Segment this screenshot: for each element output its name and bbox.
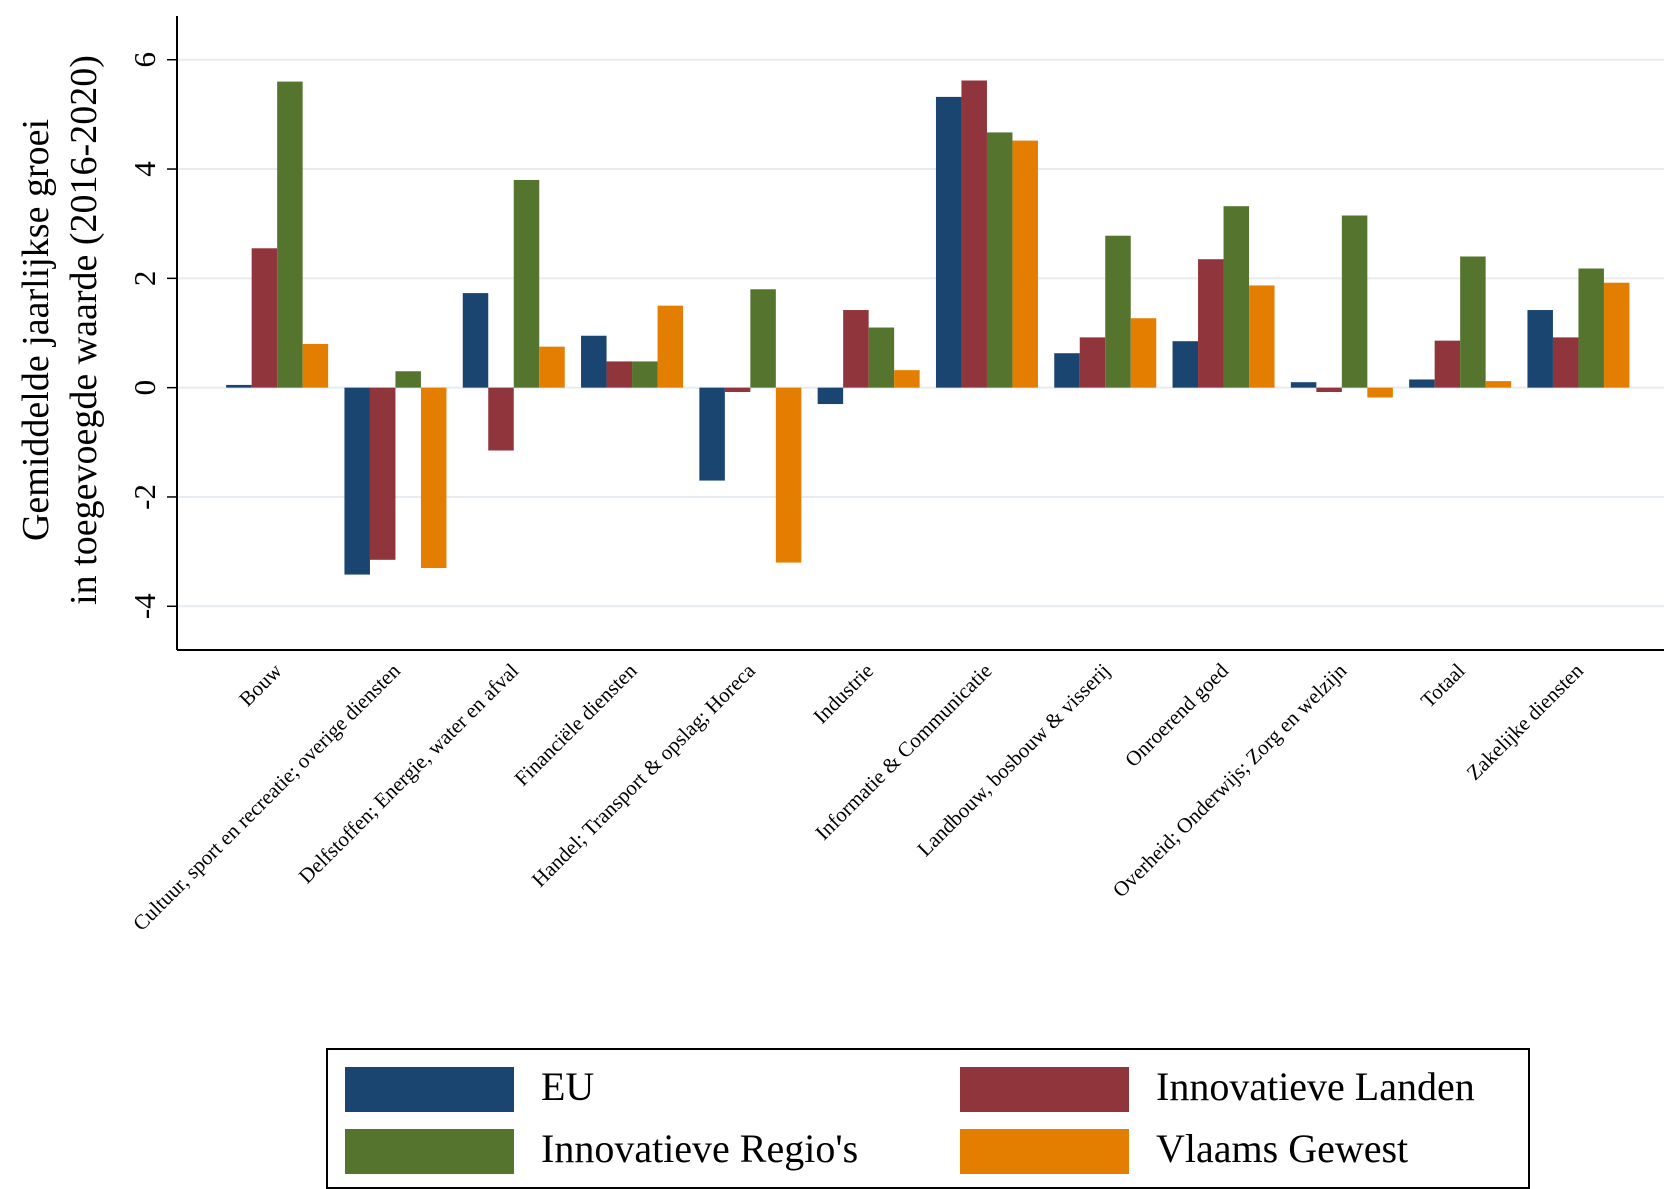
legend-label: EU bbox=[541, 1064, 594, 1109]
bar bbox=[699, 387, 725, 481]
bar bbox=[1460, 256, 1486, 388]
x-tick-label: Financiële diensten bbox=[510, 658, 642, 790]
legend-box bbox=[326, 1048, 1530, 1189]
bar bbox=[1316, 387, 1342, 393]
x-tick-label: Landbouw, bosbouw & visserij bbox=[912, 659, 1114, 861]
x-tick-label: Totaal bbox=[1416, 658, 1470, 712]
y-axis-title: Gemiddelde jaarlijkse groei bbox=[15, 119, 57, 541]
bar bbox=[775, 387, 802, 563]
bar bbox=[395, 371, 421, 388]
bar bbox=[277, 81, 303, 388]
y-tick-label: -4 bbox=[127, 593, 162, 619]
bar bbox=[1079, 337, 1106, 388]
bar bbox=[1578, 268, 1604, 388]
legend-label: Innovatieve Landen bbox=[1156, 1064, 1475, 1109]
x-tick-label: Handel; Transport & opslag; Horeca bbox=[527, 658, 761, 892]
bar bbox=[868, 327, 895, 388]
legend-swatch bbox=[345, 1129, 514, 1174]
bar bbox=[1434, 340, 1461, 388]
bar bbox=[1290, 382, 1317, 388]
x-tick-label: Delfstoffen; Energie, water en afval bbox=[294, 658, 524, 888]
x-tick-label: Zakelijke diensten bbox=[1462, 658, 1589, 785]
bar bbox=[302, 343, 329, 388]
bar bbox=[1172, 341, 1199, 388]
bar bbox=[1198, 259, 1224, 388]
bar bbox=[1012, 140, 1038, 388]
bar bbox=[581, 335, 607, 388]
y-tick-label: 0 bbox=[127, 380, 162, 396]
bar bbox=[1054, 353, 1080, 388]
bar bbox=[513, 179, 540, 388]
x-tick-label: Cultuur, sport en recreatie; overige die… bbox=[128, 658, 405, 935]
bar bbox=[1603, 282, 1630, 388]
bar bbox=[1105, 235, 1131, 388]
bar bbox=[632, 361, 658, 388]
bar bbox=[1485, 381, 1512, 388]
legend-swatch bbox=[960, 1129, 1129, 1174]
bar bbox=[894, 370, 920, 388]
x-tick-label: Overheid; Onderwijs; Zorg en welzijn bbox=[1108, 658, 1352, 902]
legend-swatch bbox=[345, 1067, 514, 1112]
bar bbox=[657, 305, 684, 388]
y-tick-label: 2 bbox=[127, 271, 162, 287]
y-axis-title: in toegevoegde waarde (2016-2020) bbox=[63, 55, 105, 605]
bar bbox=[724, 387, 751, 393]
bar bbox=[539, 346, 565, 388]
bar bbox=[488, 387, 514, 451]
bar bbox=[750, 289, 776, 388]
bar bbox=[1341, 215, 1368, 388]
legend-label: Vlaams Gewest bbox=[1156, 1126, 1408, 1171]
x-tick-label: Onroerend goed bbox=[1120, 658, 1233, 771]
y-tick-label: 4 bbox=[127, 161, 162, 177]
bar bbox=[606, 361, 633, 388]
bar bbox=[369, 387, 396, 560]
y-tick-label: -2 bbox=[127, 484, 162, 510]
bar bbox=[462, 293, 489, 388]
bar bbox=[817, 387, 844, 405]
x-tick-label: Bouw bbox=[234, 658, 287, 711]
bar bbox=[1367, 387, 1393, 398]
bar bbox=[843, 310, 869, 388]
bar bbox=[1409, 379, 1435, 388]
bar bbox=[226, 384, 252, 388]
bar bbox=[1249, 285, 1275, 388]
bar bbox=[1223, 206, 1250, 388]
bar bbox=[935, 96, 962, 388]
legend-swatch bbox=[960, 1067, 1129, 1112]
bar bbox=[1552, 337, 1579, 388]
bar bbox=[420, 387, 447, 569]
legend-label: Innovatieve Regio's bbox=[541, 1126, 858, 1171]
bar bbox=[344, 387, 370, 575]
x-tick-label: Industrie bbox=[808, 659, 878, 729]
bar bbox=[1130, 318, 1157, 388]
bar bbox=[251, 248, 278, 388]
bar bbox=[961, 80, 987, 388]
bar bbox=[1527, 310, 1553, 388]
bar bbox=[986, 132, 1013, 388]
y-tick-label: 6 bbox=[127, 52, 162, 68]
